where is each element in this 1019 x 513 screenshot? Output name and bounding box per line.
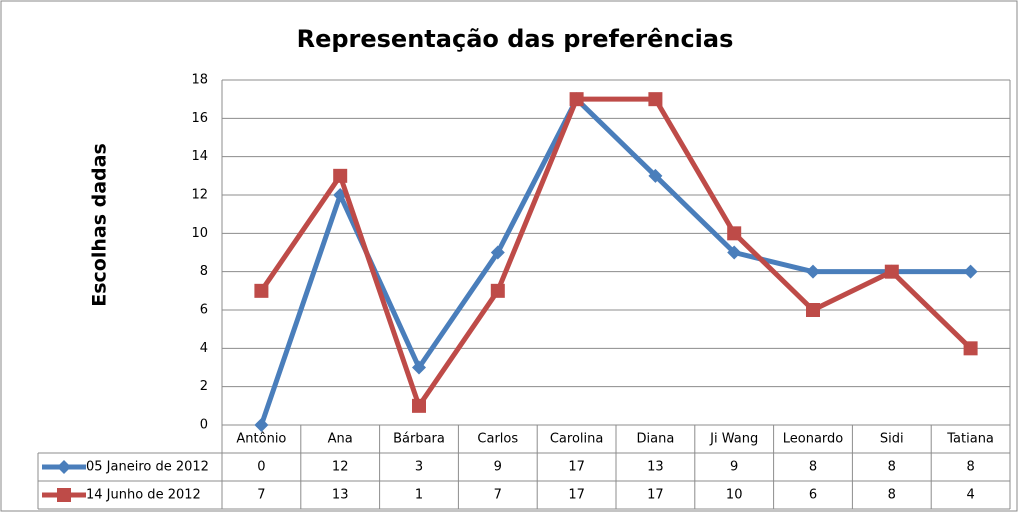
- y-tick-label: 2: [200, 379, 208, 394]
- table-cell: 4: [966, 488, 974, 503]
- point-marker: [254, 283, 269, 298]
- table-cell: 17: [647, 488, 664, 503]
- table-cell: 12: [332, 460, 349, 475]
- series-line: [259, 96, 971, 426]
- x-tick-label: Leonardo: [783, 432, 844, 447]
- point-marker: [254, 418, 269, 432]
- table-cell: 0: [257, 460, 265, 475]
- table-cell: 7: [494, 488, 502, 503]
- legend-label: 14 Junho de 2012: [86, 488, 201, 503]
- table-cell: 3: [415, 460, 423, 475]
- table-cell: 17: [568, 460, 585, 475]
- table-cell: 17: [568, 488, 585, 503]
- point-marker: [806, 303, 820, 317]
- y-tick-label: 16: [191, 111, 208, 126]
- y-tick-label: 8: [200, 264, 208, 279]
- legend-marker: [57, 488, 71, 502]
- point-marker: [727, 226, 742, 241]
- table-cell: 13: [647, 460, 664, 475]
- point-marker: [490, 245, 505, 260]
- legend-label: 05 Janeiro de 2012: [86, 460, 209, 475]
- y-tick-label: 14: [191, 149, 208, 164]
- x-tick-label: Ana: [328, 432, 353, 447]
- table-cell: 13: [332, 488, 349, 503]
- y-tick-label: 0: [200, 418, 208, 433]
- point-marker: [412, 360, 426, 375]
- point-marker: [412, 398, 426, 413]
- x-tick-label: Tatiana: [946, 432, 994, 447]
- table-cell: 7: [257, 488, 265, 503]
- y-tick-label: 10: [191, 226, 208, 241]
- y-tick-label: 6: [200, 303, 208, 318]
- y-tick-label: 4: [200, 341, 208, 356]
- x-tick-label: Carlos: [477, 432, 518, 447]
- point-marker: [884, 264, 899, 279]
- point-marker: [727, 245, 742, 260]
- y-axis-label: Escolhas dadas: [89, 143, 111, 307]
- y-tick-label: 18: [191, 73, 208, 88]
- point-marker: [648, 168, 663, 183]
- point-marker: [806, 264, 820, 279]
- x-tick-label: Antônio: [236, 432, 286, 447]
- table-cell: 1: [415, 488, 423, 503]
- y-tick-label: 12: [191, 188, 208, 203]
- point-marker: [963, 341, 978, 356]
- point-marker: [333, 168, 348, 183]
- x-tick-label: Diana: [637, 432, 675, 447]
- point-marker: [963, 264, 978, 279]
- point-marker: [648, 92, 663, 107]
- table-cell: 8: [809, 460, 817, 475]
- table-cell: 8: [966, 460, 974, 475]
- x-tick-label: Sidi: [880, 432, 904, 447]
- table-cell: 9: [494, 460, 502, 475]
- table-cell: 8: [888, 488, 896, 503]
- x-tick-label: Ji Wang: [709, 432, 758, 447]
- x-tick-label: Bárbara: [393, 432, 445, 447]
- table-cell: 10: [726, 488, 743, 503]
- table-cell: 9: [730, 460, 738, 475]
- series-line: [259, 96, 973, 409]
- x-tick-label: Carolina: [550, 432, 604, 447]
- chart-title: Representação das preferências: [297, 25, 734, 53]
- legend-marker: [57, 460, 71, 474]
- table-cell: 8: [888, 460, 896, 475]
- table-cell: 6: [809, 488, 817, 503]
- point-marker: [569, 92, 584, 107]
- point-marker: [490, 283, 505, 298]
